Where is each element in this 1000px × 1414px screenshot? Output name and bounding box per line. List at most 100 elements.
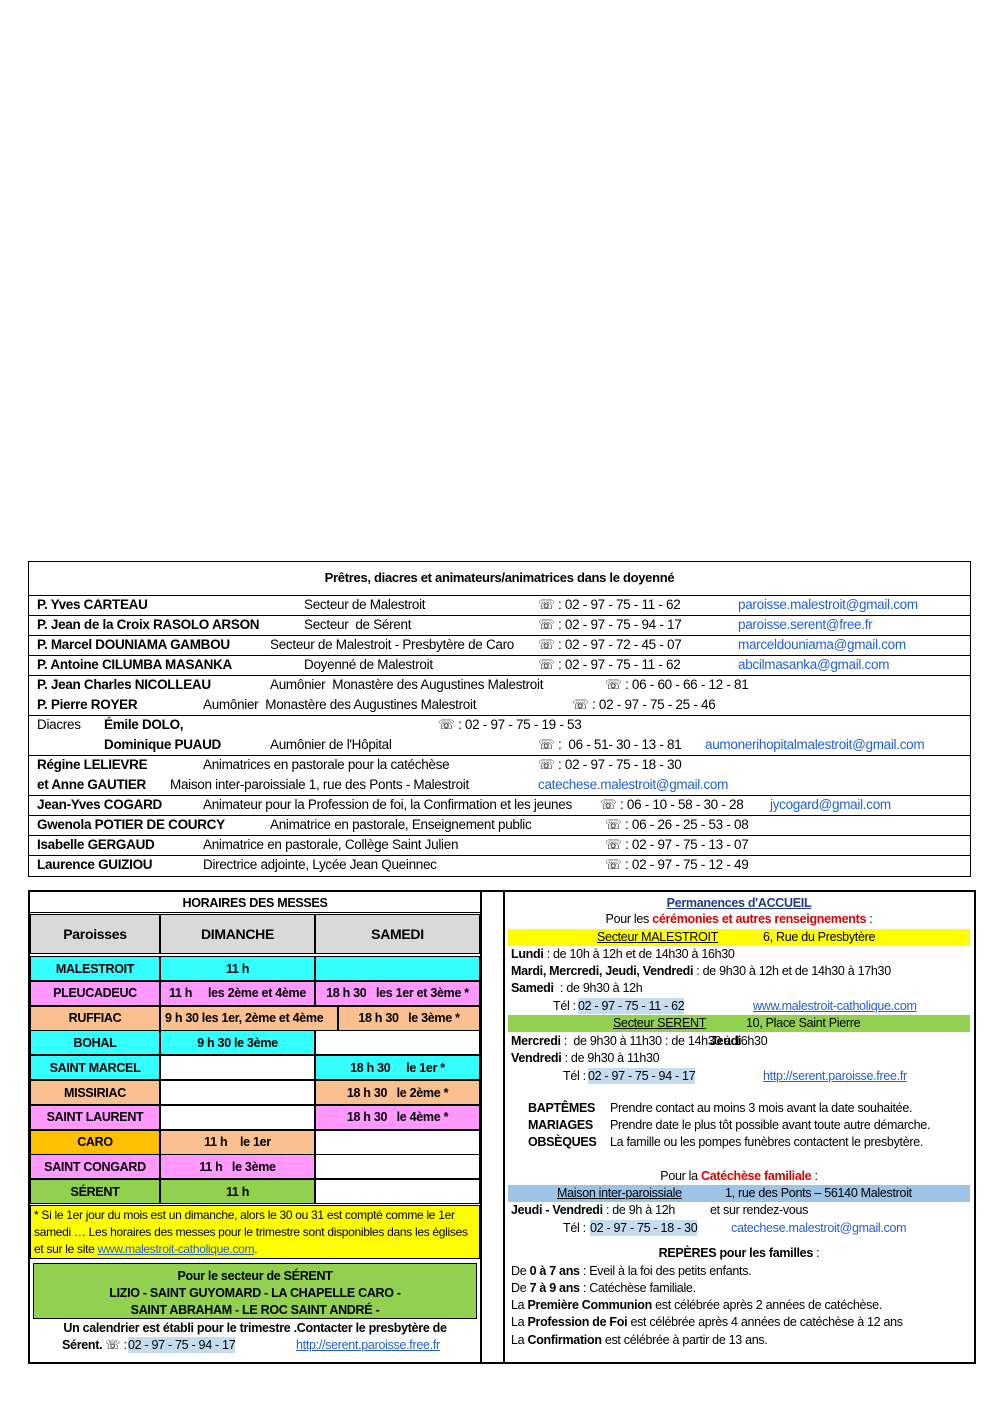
accueil-text: : Catéchèse familiale. bbox=[579, 1281, 696, 1295]
mass-text: SAINT CONGARD bbox=[44, 1159, 146, 1174]
clergy-text: Aumônier Monastère des Augustines Malest… bbox=[203, 697, 477, 712]
note-link: www.malestroit-catholique.com bbox=[97, 1242, 255, 1256]
accueil-line: La Profession de Foi est célébrée après … bbox=[511, 1314, 903, 1330]
mass-text: 11 h les 2ème et 4ème bbox=[168, 986, 307, 1001]
clergy-text: jycogard@gmail.com bbox=[770, 797, 891, 812]
mass-cell bbox=[160, 1104, 315, 1130]
clergy-text: Secteur de Malestroit bbox=[304, 597, 426, 612]
mass-cell bbox=[315, 1129, 480, 1155]
mass-cell: 18 h 30 le 2ème * bbox=[315, 1080, 480, 1105]
mass-cell: MALESTROIT bbox=[30, 956, 160, 981]
mass-text: CARO bbox=[77, 1135, 113, 1150]
accueil-text: Catéchèse familiale bbox=[700, 1169, 812, 1183]
mass-cell: 18 h 30 le 4ème * bbox=[315, 1104, 480, 1130]
row-line bbox=[28, 675, 971, 676]
mass-text: PLEUCADEUC bbox=[53, 986, 137, 1001]
accueil-line: Mercredi : de 9h30 à 11h30 : de 14h30 à … bbox=[511, 1033, 768, 1049]
row-line bbox=[28, 855, 971, 856]
accueil-line: Mardi, Mercredi, Jeudi, Vendredi : de 9h… bbox=[511, 963, 891, 979]
accueil-text: REPÈRES pour les familles bbox=[658, 1246, 814, 1260]
accueil-text: catechese.malestroit@gmail.com bbox=[731, 1221, 907, 1235]
clergy-text: ☏ : 06 - 10 - 58 - 30 - 28 bbox=[600, 797, 744, 812]
accueil-text: 6, Rue du Presbytère bbox=[763, 930, 876, 944]
clergy-text: Animatrices en pastorale pour la catéchè… bbox=[203, 757, 450, 772]
clergy-text: ☏ : 02 - 97 - 75 - 12 - 49 bbox=[605, 857, 749, 872]
calendar-line: Sérent. bbox=[62, 1338, 106, 1352]
masses-title: HORAIRES DES MESSES bbox=[182, 896, 328, 910]
clergy-title: Prêtres, diacres et animateurs/animatric… bbox=[324, 570, 675, 585]
header-text: DIMANCHE bbox=[200, 926, 275, 942]
clergy-text: Dominique PUAUD bbox=[104, 737, 222, 752]
mass-cell bbox=[160, 1055, 315, 1081]
calendar-line: 02 - 97 - 75 - 94 - 17 bbox=[128, 1337, 236, 1353]
band bbox=[508, 1185, 970, 1202]
mass-cell: PLEUCADEUC bbox=[30, 980, 160, 1006]
clergy-text: ☏ : 02 - 97 - 75 - 13 - 07 bbox=[605, 837, 749, 852]
row-line bbox=[28, 755, 971, 756]
accueil-line: Vendredi : de 9h30 à 11h30 bbox=[511, 1050, 660, 1066]
mass-cell: RUFFIAC bbox=[30, 1005, 160, 1031]
accueil-text: : de 9h30 à 12h et de 14h30 à 17h30 bbox=[693, 964, 891, 978]
mass-text: 18 h 30 les 1er et 3ème * bbox=[326, 986, 469, 1001]
accueil-line: Jeudi - Vendredi : de 9h à 12h bbox=[511, 1202, 675, 1218]
accueil-line: Samedi : de 9h30 à 12h bbox=[511, 980, 643, 996]
bottom-box bbox=[28, 890, 976, 1364]
accueil-text: Tél : bbox=[563, 1069, 589, 1083]
row-line bbox=[28, 615, 971, 616]
accueil-text: La bbox=[511, 1315, 528, 1329]
clergy-text: P. Antoine CILUMBA MASANKA bbox=[37, 657, 232, 672]
accueil-line: La Confirmation est célébrée à partir de… bbox=[511, 1332, 768, 1348]
accueil-text: : de 9h30 à 12h bbox=[553, 981, 643, 995]
clergy-text: Animateur pour la Profession de foi, la … bbox=[203, 797, 572, 812]
mass-text: 18 h 30 le 1er * bbox=[350, 1060, 445, 1075]
mass-cell: 18 h 30 le 3ème * bbox=[338, 1005, 480, 1031]
header-cell: SAMEDI bbox=[315, 914, 480, 954]
header-cell: DIMANCHE bbox=[160, 914, 315, 954]
accueil-line: Permanences d'ACCUEIL bbox=[505, 895, 973, 911]
divider bbox=[480, 890, 482, 1364]
clergy-text: Secteur de Sérent bbox=[304, 617, 412, 632]
accueil-text: De bbox=[511, 1264, 530, 1278]
clergy-text: Laurence GUIZIOU bbox=[37, 857, 153, 872]
accueil-text: 02 - 97 - 75 - 18 - 30 bbox=[590, 1220, 698, 1236]
mass-text: SAINT LAURENT bbox=[46, 1110, 144, 1125]
header-text: SAMEDI bbox=[371, 926, 424, 942]
clergy-text: Émile DOLO, bbox=[104, 717, 184, 732]
clergy-text: ☏ : 06 - 60 - 66 - 12 - 81 bbox=[605, 677, 749, 692]
clergy-text: Diacres bbox=[37, 717, 81, 732]
clergy-text: ☏ : 02 - 97 - 75 - 11 - 62 bbox=[538, 597, 681, 612]
mass-cell: CARO bbox=[30, 1129, 160, 1155]
accueil-text: : bbox=[866, 912, 873, 926]
header-text: Paroisses bbox=[63, 926, 127, 942]
accueil-text: http://serent.paroisse.free.fr bbox=[763, 1069, 907, 1083]
accueil-line: Pour la Catéchèse familiale : bbox=[505, 1168, 973, 1184]
accueil-text: 1, rue des Ponts – 56140 Malestroit bbox=[725, 1186, 912, 1200]
accueil-text: Mardi, Mercredi, Jeudi, Vendredi bbox=[511, 964, 694, 978]
accueil-text: De bbox=[511, 1281, 530, 1295]
accueil-text: 7 à 9 ans bbox=[529, 1281, 580, 1295]
clergy-text: et Anne GAUTIER bbox=[37, 777, 147, 792]
serent-text: SAINT ABRAHAM - LE ROC SAINT ANDRÉ - bbox=[130, 1303, 380, 1317]
band bbox=[508, 929, 970, 946]
accueil-line: Lundi : de 10h à 12h et de 14h30 à 16h30 bbox=[511, 946, 735, 962]
mass-cell: 18 h 30 les 1er et 3ème * bbox=[315, 980, 480, 1006]
accueil-text: Pour la bbox=[660, 1169, 701, 1183]
mass-text: SÉRENT bbox=[70, 1184, 120, 1199]
mass-cell bbox=[315, 1154, 480, 1180]
accueil-line: De 0 à 7 ans : Eveil à la foi des petits… bbox=[511, 1263, 752, 1279]
clergy-text: abcilmasanka@gmail.com bbox=[738, 657, 890, 672]
clergy-text: ☏ : 02 - 97 - 75 - 94 - 17 bbox=[538, 617, 682, 632]
clergy-text: ☏ : 02 - 97 - 75 - 18 - 30 bbox=[538, 757, 682, 772]
clergy-text: catechese.malestroit@gmail.com bbox=[538, 777, 729, 792]
serent-text: LIZIO - SAINT GUYOMARD - LA CHAPELLE CAR… bbox=[109, 1286, 401, 1300]
accueil-line: De 7 à 9 ans : Catéchèse familiale. bbox=[511, 1280, 696, 1296]
clergy-text: Animatrice en pastorale, Enseignement pu… bbox=[270, 817, 532, 832]
accueil-line: La Première Communion est célébrée après… bbox=[511, 1297, 882, 1313]
mass-cell bbox=[315, 1030, 480, 1056]
mass-text: 11 h le 1er bbox=[204, 1135, 271, 1150]
accueil-text: : de 9h à 12h bbox=[602, 1203, 676, 1217]
mass-text: 11 h bbox=[225, 1184, 250, 1199]
row-line bbox=[28, 795, 971, 796]
serent-text: Pour le secteur de SÉRENT bbox=[177, 1269, 333, 1283]
